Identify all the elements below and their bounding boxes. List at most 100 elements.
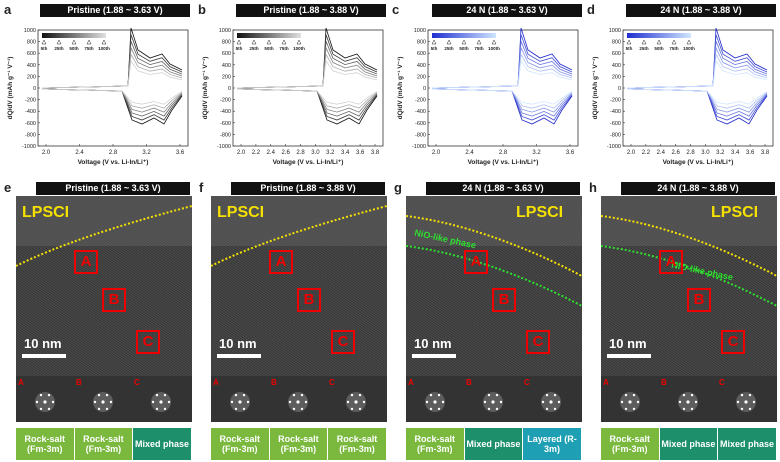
- y-tick-label: -800: [610, 132, 621, 138]
- y-tick-label: 800: [222, 40, 231, 46]
- legend-label: 50th: [264, 46, 274, 51]
- legend-label: 100th: [488, 46, 500, 51]
- region-box-a: A: [74, 250, 98, 274]
- x-tick-label: 3.0: [701, 150, 710, 156]
- panel-title: 24 N (1.88 ~ 3.63 V): [426, 182, 580, 195]
- fft-spot: [292, 407, 296, 411]
- legend-triangle: [41, 39, 47, 45]
- fft-spot: [358, 393, 362, 397]
- legend-label: 100th: [293, 46, 305, 51]
- dqdv-plot: 1000 800 600 400 200 0 -200 -400 -600 -800 -1000 2.…: [592, 27, 774, 166]
- fft-pattern: [35, 392, 55, 412]
- legend-triangle: [686, 39, 692, 45]
- legend-label: 25th: [54, 46, 64, 51]
- legend-triangle: [236, 39, 242, 45]
- fft-spot: [151, 400, 155, 404]
- fft-spot: [300, 407, 304, 411]
- fft-label: B: [661, 378, 667, 387]
- phase-label: Mixed phase: [659, 428, 719, 460]
- fft-spot: [350, 393, 354, 397]
- panel-letter: h: [589, 180, 597, 195]
- y-tick-label: -400: [610, 109, 621, 115]
- fft-spot: [105, 393, 109, 397]
- legend-label: 100th: [683, 46, 695, 51]
- legend-triangle: [431, 39, 437, 45]
- y-tick-label: 0: [423, 86, 426, 92]
- x-tick-label: 2.4: [465, 150, 474, 156]
- nio-boundary: [601, 245, 777, 307]
- fft-spot: [304, 400, 308, 404]
- panel-title: 24 N (1.88 ~ 3.88 V): [626, 4, 776, 17]
- x-tick-label: 3.4: [731, 150, 740, 156]
- fft-spot: [624, 393, 628, 397]
- region-box-c: C: [721, 330, 745, 354]
- fft-label: A: [213, 378, 219, 387]
- fft-spot: [230, 400, 234, 404]
- phase-label: Rock-salt (Fm-3m): [328, 428, 387, 460]
- x-tick-label: 2.8: [499, 150, 508, 156]
- y-tick-label: 600: [417, 51, 426, 57]
- y-tick-label: 800: [417, 40, 426, 46]
- tem-image: LPSCI NiO-like phase A B C 10 nm: [601, 196, 777, 376]
- fft-spot: [234, 393, 238, 397]
- panel-letter: e: [4, 180, 12, 195]
- x-tick-label: 3.2: [326, 150, 335, 156]
- lpsci-label: LPSCI: [217, 204, 265, 221]
- fft-spot: [155, 393, 159, 397]
- region-box-a: A: [269, 250, 293, 274]
- legend-triangle: [296, 39, 302, 45]
- x-tick-label: 3.4: [341, 150, 350, 156]
- fft-label: A: [18, 378, 24, 387]
- x-tick-label: 3.6: [176, 150, 185, 156]
- discharge-curve: [41, 88, 183, 105]
- y-tick-label: 1000: [609, 28, 621, 34]
- y-tick-label: -800: [25, 132, 36, 138]
- x-tick-label: 3.2: [142, 150, 151, 156]
- charge-curve: [41, 59, 183, 89]
- y-tick-label: 400: [417, 63, 426, 69]
- fft-spot: [545, 407, 549, 411]
- fft-spot: [441, 400, 445, 404]
- nio-boundary: [406, 245, 582, 307]
- fft-spot: [47, 393, 51, 397]
- panel-letter: d: [587, 2, 595, 17]
- lpsci-boundary: [16, 205, 192, 267]
- fft-spot: [690, 407, 694, 411]
- discharge-curve: [431, 88, 573, 105]
- x-tick-label: 2.4: [75, 150, 84, 156]
- fft-center: [296, 400, 300, 404]
- fft-spot: [97, 393, 101, 397]
- fft-spot: [425, 400, 429, 404]
- legend-gradient-bar: [237, 33, 301, 38]
- fft-spot: [437, 393, 441, 397]
- fft-pattern: [483, 392, 503, 412]
- legend-label: 75th: [474, 46, 484, 51]
- y-tick-label: 1000: [414, 28, 426, 34]
- x-axis-label: Voltage (V vs. Li-In/Li⁺): [663, 159, 734, 166]
- lpsci-label: LPSCI: [516, 204, 564, 221]
- legend-triangle: [641, 39, 647, 45]
- legend-triangle: [281, 39, 287, 45]
- legend-triangle: [461, 39, 467, 45]
- fft-spot: [545, 393, 549, 397]
- panel-letter: c: [392, 2, 400, 17]
- x-tick-label: 2.6: [281, 150, 290, 156]
- x-tick-label: 2.0: [432, 150, 441, 156]
- fft-label: C: [134, 378, 140, 387]
- fft-pattern: [230, 392, 250, 412]
- region-box-c: C: [526, 330, 550, 354]
- x-tick-label: 3.2: [716, 150, 725, 156]
- phase-label: Rock-salt (Fm-3m): [601, 428, 660, 460]
- y-tick-label: 0: [228, 86, 231, 92]
- y-tick-label: 600: [612, 51, 621, 57]
- boundary-overlay: [601, 196, 777, 307]
- region-box-c: C: [136, 330, 160, 354]
- y-tick-label: 400: [222, 63, 231, 69]
- panel-title: 24 N (1.88 ~ 3.88 V): [621, 182, 775, 195]
- fft-spot: [553, 407, 557, 411]
- y-tick-label: -200: [415, 98, 426, 104]
- x-tick-label: 3.8: [371, 150, 380, 156]
- y-tick-label: 200: [222, 74, 231, 80]
- boundary-overlay: [211, 196, 387, 267]
- x-tick-label: 3.6: [356, 150, 365, 156]
